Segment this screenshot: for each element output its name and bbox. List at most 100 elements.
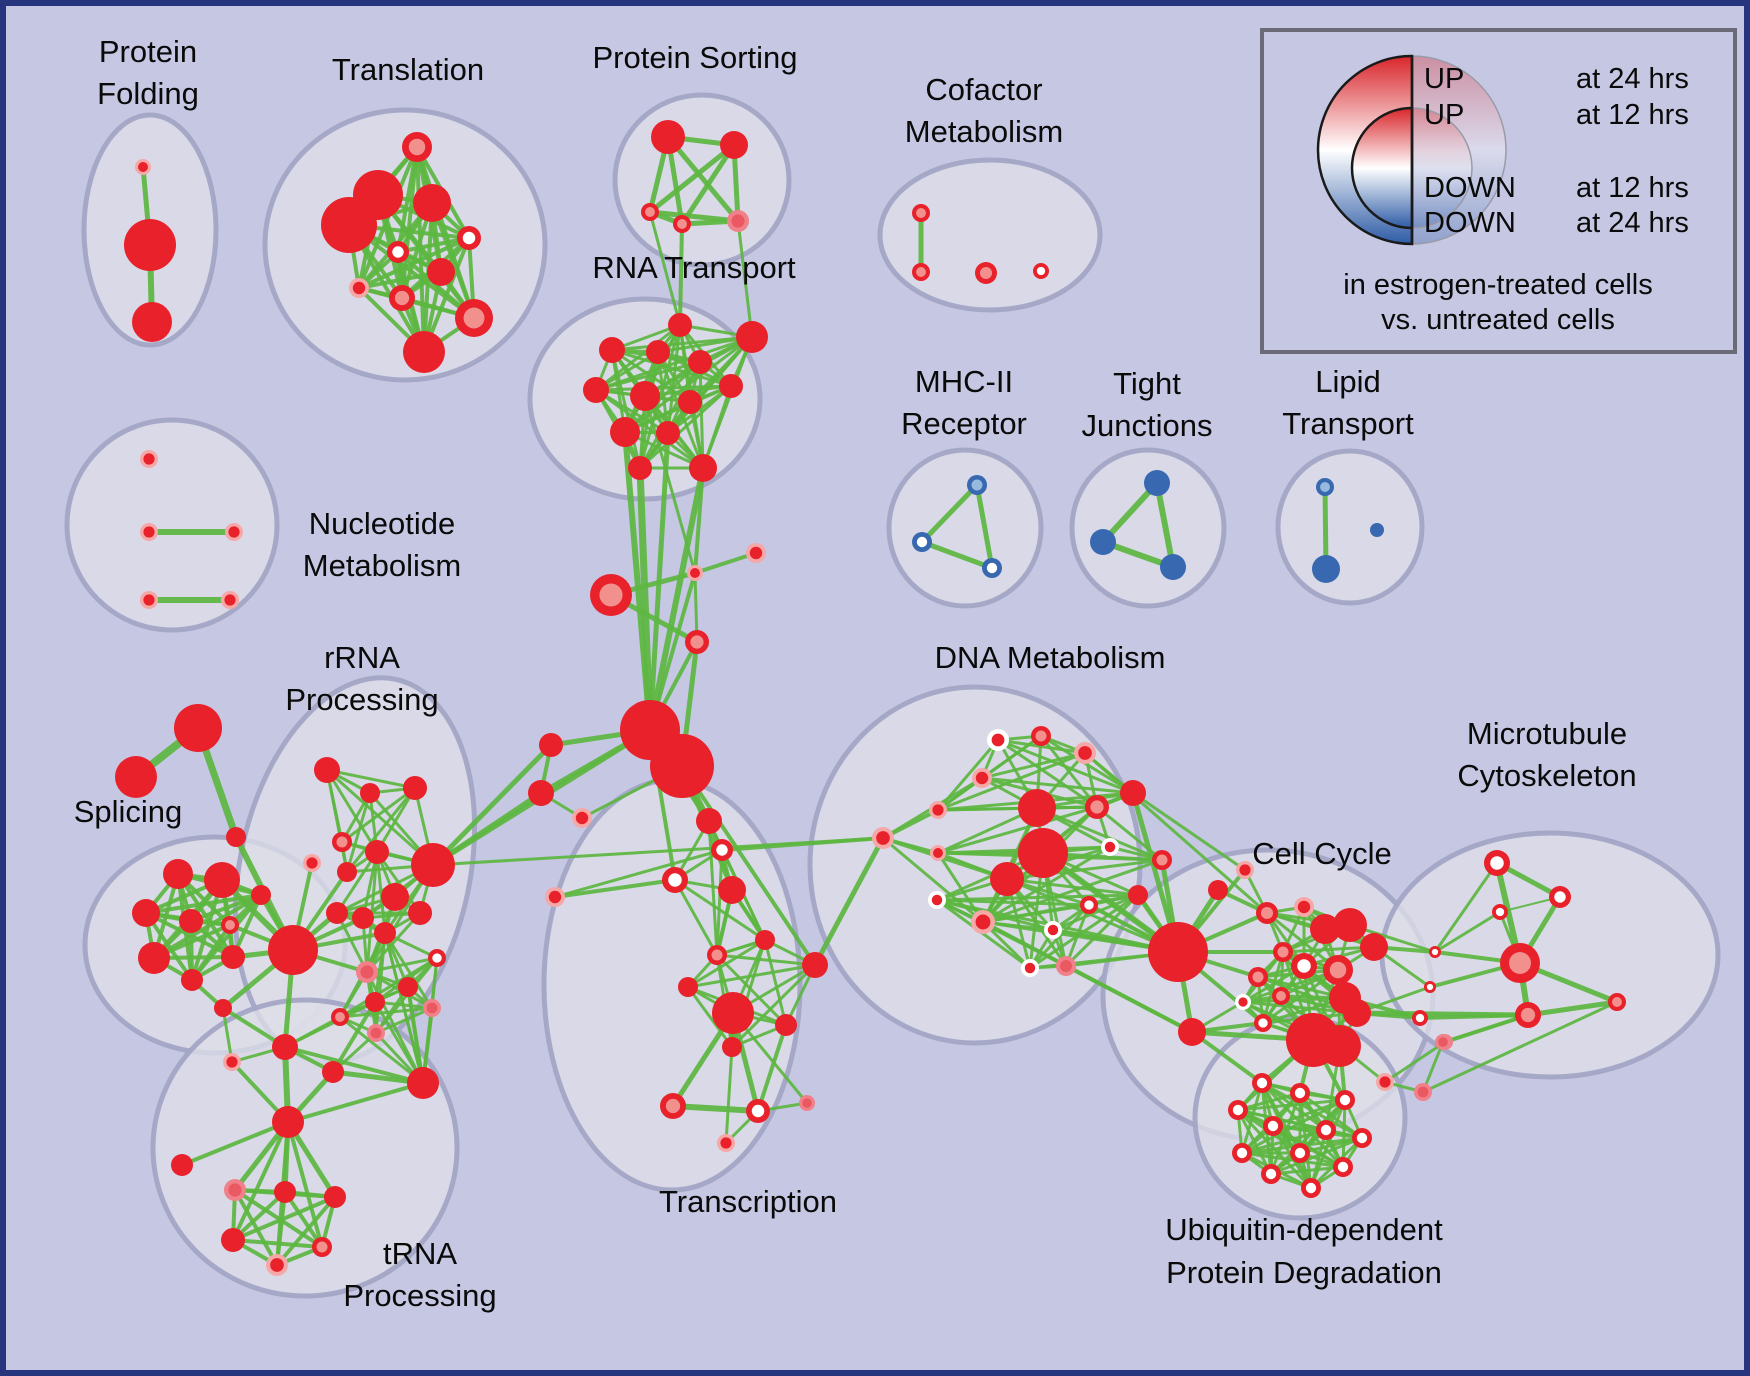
edge — [715, 953, 788, 1027]
edge — [647, 142, 737, 215]
node-inner — [1320, 1124, 1332, 1136]
node-tr12 — [722, 1037, 742, 1057]
node-ps1 — [651, 120, 685, 154]
node-inner — [1490, 856, 1504, 870]
node-cc2 — [1294, 897, 1314, 917]
edge — [996, 738, 1099, 809]
node-tj1 — [1144, 470, 1170, 496]
edge — [1281, 945, 1376, 954]
node-m7 — [1412, 1010, 1428, 1026]
node-tr8 — [678, 977, 698, 997]
node-outer — [374, 922, 396, 944]
edge — [701, 384, 733, 470]
node-r6 — [365, 840, 389, 864]
node-inner — [1415, 1013, 1425, 1023]
node-inner — [336, 836, 348, 848]
node-outer — [171, 1154, 193, 1176]
node-tu2 — [223, 1053, 241, 1071]
edge — [594, 335, 754, 392]
node-nm3 — [225, 523, 243, 541]
node-outer — [1018, 828, 1068, 878]
edge — [286, 1120, 324, 1249]
cluster-ubiquitin-degradation-label-line-0: Ubiquitin-dependent — [1165, 1212, 1443, 1247]
node-inner — [463, 307, 485, 329]
node-x3 — [226, 827, 246, 847]
node-m6 — [1424, 981, 1436, 993]
node-t10 — [455, 299, 493, 337]
node-outer — [411, 843, 455, 887]
node-inner — [599, 583, 623, 607]
edge — [180, 1120, 290, 1167]
node-rt8 — [630, 381, 660, 411]
cluster-tight-junctions-ellipse — [1069, 447, 1227, 609]
node-outer — [1343, 999, 1371, 1027]
node-tr14 — [746, 1099, 770, 1123]
edge — [1083, 751, 1269, 915]
node-d9 — [990, 862, 1024, 896]
node-outer — [688, 350, 712, 374]
node-inner — [1294, 1147, 1306, 1159]
edge — [1190, 1030, 1264, 1085]
edge — [881, 836, 985, 924]
cluster-cofactor-metabolism-label-line-0: Cofactor — [925, 72, 1042, 107]
edge — [1309, 1098, 1347, 1190]
node-inner — [1232, 1104, 1244, 1116]
cluster-nucleotide-metabolism-ellipse — [64, 417, 280, 633]
node-r2 — [360, 783, 380, 803]
node-cc13 — [1343, 999, 1371, 1027]
edge — [553, 878, 677, 899]
node-inner — [1339, 1094, 1351, 1106]
node-outer — [1128, 885, 1148, 905]
node-outer — [214, 999, 232, 1017]
edge — [1269, 1165, 1345, 1176]
node-tr1 — [696, 808, 722, 834]
edge — [340, 786, 417, 844]
node-b5 — [312, 1237, 332, 1257]
node-d17 — [1044, 921, 1062, 939]
edge — [357, 236, 471, 290]
node-inner — [916, 536, 928, 548]
edge — [636, 464, 654, 734]
edge — [756, 1023, 788, 1113]
node-inner — [1060, 960, 1072, 972]
node-inner — [716, 844, 728, 856]
cluster-splicing-label-line-0: Splicing — [74, 794, 183, 829]
cluster-cell-cycle-label-line-0: Cell Cycle — [1252, 836, 1392, 871]
edge — [679, 142, 737, 227]
node-inner — [270, 1258, 284, 1272]
node-d4 — [972, 768, 992, 788]
edge — [670, 1103, 761, 1114]
edge — [981, 858, 1164, 924]
node-cc17 — [1208, 880, 1228, 900]
node-outer — [381, 883, 409, 911]
legend-caption-line-0: in estrogen-treated cells — [1343, 269, 1653, 301]
node-inner — [876, 831, 890, 845]
node-outer — [712, 992, 754, 1034]
cluster-nucleotide-metabolism-label-line-0: Nucleotide — [309, 506, 455, 541]
cluster-translation-label-line-0: Translation — [332, 52, 484, 87]
node-inner — [1256, 1077, 1268, 1089]
node-inner — [408, 138, 426, 156]
edge — [406, 985, 425, 1085]
node-inner — [720, 1137, 732, 1149]
node-outer — [610, 417, 640, 447]
node-outer — [668, 313, 692, 337]
node-outer — [990, 862, 1024, 896]
node-r14 — [428, 949, 446, 967]
edge — [283, 1190, 324, 1249]
edge — [974, 482, 995, 571]
node-inner — [392, 246, 404, 258]
node-g1 — [539, 733, 563, 757]
node-u7 — [1352, 1128, 1372, 1148]
node-outer — [365, 840, 389, 864]
node-inner — [1495, 907, 1505, 917]
node-outer — [1312, 555, 1340, 583]
node-t1 — [402, 132, 432, 162]
node-inner — [1554, 891, 1566, 903]
node-outer — [1319, 1025, 1361, 1067]
node-inner — [1239, 864, 1251, 876]
node-d1 — [987, 729, 1009, 751]
node-inner — [143, 594, 155, 606]
